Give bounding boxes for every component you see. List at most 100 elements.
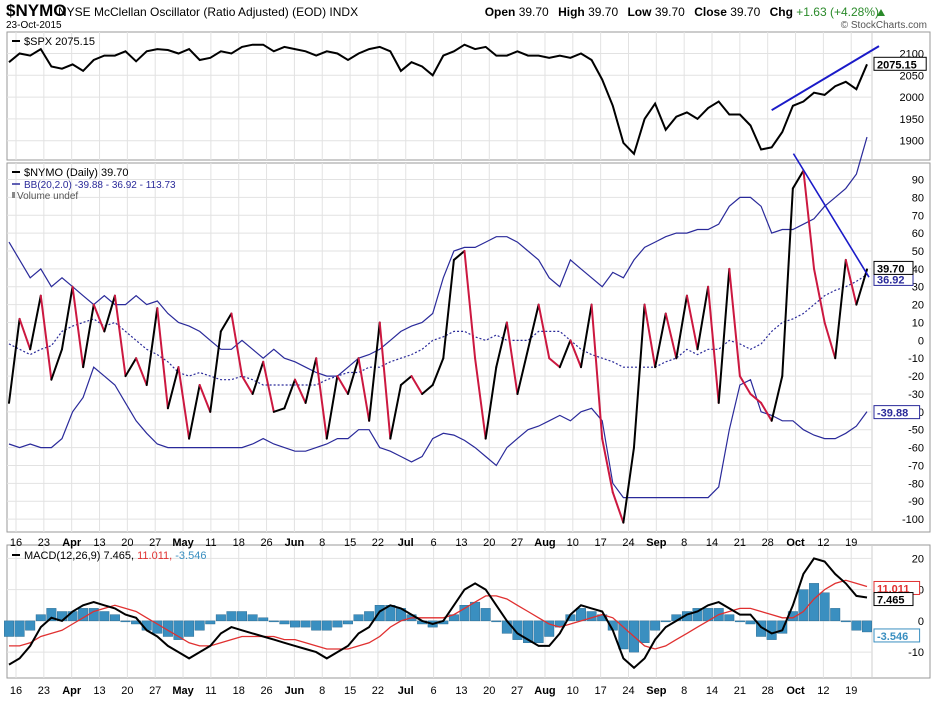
- nymo-segment: [431, 357, 445, 387]
- nymo-segment: [145, 307, 159, 387]
- x-tick-label: 16: [10, 537, 22, 549]
- nymo-segment: [516, 348, 530, 395]
- macd-histogram-bar: [321, 620, 332, 631]
- macd-histogram-bar: [332, 620, 343, 628]
- macd-histogram-bar: [459, 605, 470, 622]
- nymo-segment: [346, 357, 360, 395]
- nymo-segment: [580, 303, 593, 369]
- spx-trendline: [771, 45, 880, 112]
- panel-frames: [6, 31, 931, 679]
- nymo-segment: [537, 303, 551, 360]
- nymo-segment: [262, 360, 275, 413]
- nymo-y-tick-label: -80: [908, 478, 924, 490]
- x-tick-label: 21: [734, 537, 746, 549]
- x-tick-label: 8: [319, 685, 325, 697]
- macd-histogram-bar: [258, 617, 269, 622]
- nymo-segment: [219, 312, 233, 333]
- nymo-segment: [442, 258, 455, 360]
- x-tick-label: Oct: [786, 537, 805, 549]
- open-value: 39.70: [518, 5, 549, 19]
- spx-last-value-tag: 2075.15: [877, 59, 917, 71]
- macd-histogram-bar: [364, 611, 375, 622]
- nymo-segment: [717, 267, 731, 404]
- nymo-segment: [230, 312, 244, 378]
- nymo-y-tick-label: 70: [912, 210, 924, 222]
- nymo-y-tick-label: -70: [908, 460, 924, 472]
- nymo-segment: [643, 303, 657, 369]
- x-tick-label: Jul: [398, 685, 414, 697]
- x-axis-labels: 16 23 Apr 13 20 27 May 11 18 26 Jun 8 15 22 Jul 6 13 20 27…: [10, 537, 857, 697]
- nymo-segment: [707, 285, 720, 404]
- x-tick-label: 27: [511, 537, 523, 549]
- spx-price-line: [8, 43, 868, 156]
- macd-histogram-bar: [35, 614, 46, 622]
- nymo-y-tick-label: 40: [912, 264, 924, 276]
- nymo-segment: [484, 366, 498, 440]
- bb-lower-band: [8, 366, 868, 499]
- macd-histogram-bar: [120, 620, 131, 623]
- macd-histogram-bar: [470, 601, 481, 622]
- x-tick-label: 13: [93, 537, 105, 549]
- spx-last-value-tag-box: [873, 56, 927, 71]
- brand-watermark: © StockCharts.com: [840, 20, 927, 31]
- nymo-segment: [590, 303, 604, 440]
- nymo-segment: [103, 294, 116, 333]
- quote-summary: Open 39.70 High 39.70 Low 39.70 Close 39…: [485, 5, 879, 19]
- x-tick-label: 20: [121, 537, 133, 549]
- x-tick-label: 17: [595, 537, 607, 549]
- x-tick-label: 8: [319, 537, 325, 549]
- chg-label: Chg: [769, 5, 793, 19]
- nymo-segment: [728, 267, 741, 378]
- x-tick-label: 13: [455, 537, 467, 549]
- high-label: High: [558, 5, 585, 19]
- macd-histogram-bar: [194, 620, 205, 631]
- nymo-segment: [325, 375, 339, 440]
- x-tick-label: Jun: [285, 537, 305, 549]
- macd-histogram-bar: [14, 620, 25, 637]
- x-tick-label: 10: [567, 537, 579, 549]
- nymo-segment: [685, 294, 699, 351]
- up-arrow-icon: [877, 9, 885, 16]
- macd-histogram-bar: [756, 620, 767, 637]
- x-tick-label: 8: [681, 537, 687, 549]
- x-tick-label: 20: [483, 685, 495, 697]
- nymo-segment: [611, 491, 625, 524]
- nymo-segment: [463, 249, 477, 360]
- macd-histogram-bar: [353, 614, 364, 622]
- macd-histogram-bar: [184, 620, 195, 637]
- nymo-segment: [399, 375, 413, 387]
- macd-histogram-bar: [67, 611, 78, 622]
- x-tick-label: Aug: [534, 537, 555, 549]
- x-tick-label: 6: [431, 685, 437, 697]
- nymo-segment: [251, 360, 265, 395]
- nymo-segment: [18, 317, 32, 351]
- price-y-tick-label: 1950: [900, 114, 924, 126]
- x-tick-label: 18: [233, 685, 245, 697]
- nymo-segment: [696, 285, 710, 351]
- nymo-segment: [802, 169, 816, 270]
- x-tick-label: 19: [845, 685, 857, 697]
- macd-histogram-bar: [342, 620, 353, 625]
- x-tick-label: 27: [149, 685, 161, 697]
- nymo-segment: [315, 357, 328, 440]
- macd-histogram-bar: [745, 620, 756, 625]
- macd-line: [8, 557, 868, 670]
- nymo-segment: [844, 258, 858, 306]
- x-tick-label: Apr: [62, 685, 82, 697]
- macd-histogram-bar: [173, 620, 184, 640]
- nymo-segment: [601, 437, 614, 494]
- x-tick-label: Jun: [285, 685, 305, 697]
- macd-histogram-bar: [109, 614, 120, 622]
- x-tick-label: May: [172, 537, 194, 549]
- x-tick-label: 11: [205, 685, 216, 697]
- macd-histogram-bar: [268, 620, 279, 623]
- volume-legend-text: Volume undef: [17, 191, 78, 202]
- nymo-y-tick-label: 50: [912, 246, 924, 258]
- macd-histogram-bar: [205, 620, 216, 625]
- nymo-segment: [113, 294, 127, 378]
- macd-histogram-bar: [279, 620, 290, 625]
- macd-histogram-bar: [237, 611, 248, 622]
- x-tick-label: 13: [93, 685, 105, 697]
- macd-histogram-bar: [501, 620, 512, 634]
